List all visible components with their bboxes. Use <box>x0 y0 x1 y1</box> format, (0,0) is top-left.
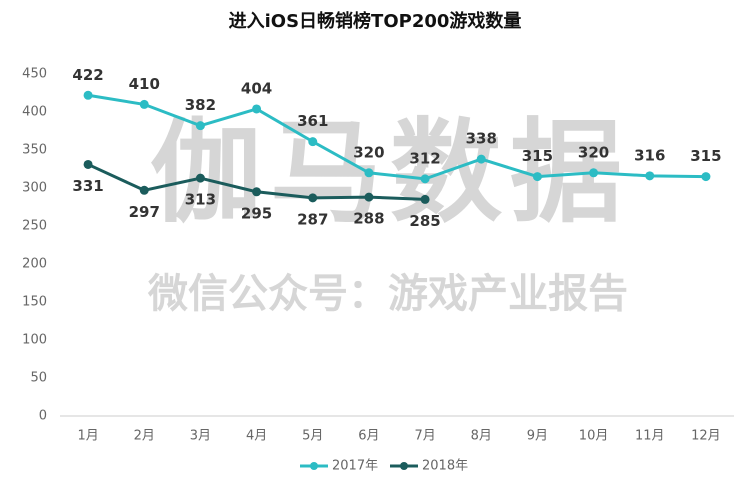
x-tick-label: 1月 <box>77 429 98 444</box>
data-point <box>701 172 711 182</box>
y-tick-label: 400 <box>22 105 47 120</box>
y-tick-label: 250 <box>22 219 47 234</box>
x-tick-label: 6月 <box>358 429 379 444</box>
x-tick-label: 3月 <box>190 429 211 444</box>
y-tick-label: 0 <box>39 409 47 424</box>
data-label: 312 <box>409 149 440 167</box>
legend-label: 2017年 <box>332 459 378 474</box>
data-point <box>420 174 430 184</box>
x-tick-label: 8月 <box>471 429 492 444</box>
data-point <box>83 90 93 100</box>
x-tick-label: 9月 <box>527 429 548 444</box>
data-point <box>420 194 430 204</box>
data-label: 320 <box>578 143 609 161</box>
data-point <box>476 154 486 164</box>
data-point <box>252 104 262 114</box>
data-point <box>589 168 599 178</box>
data-label: 315 <box>690 147 721 165</box>
series-line <box>87 93 706 181</box>
data-point <box>364 192 374 202</box>
data-label: 315 <box>522 147 553 165</box>
data-point <box>195 121 205 131</box>
data-label: 338 <box>466 130 497 148</box>
data-label: 422 <box>72 66 103 84</box>
data-label: 404 <box>241 79 272 97</box>
data-label: 313 <box>185 191 216 209</box>
data-label: 287 <box>297 210 328 228</box>
data-label: 361 <box>297 112 328 130</box>
data-label: 316 <box>634 146 665 164</box>
data-point <box>308 137 318 147</box>
legend-marker <box>310 462 318 470</box>
x-tick-label: 5月 <box>302 429 323 444</box>
data-label: 331 <box>72 177 103 195</box>
x-tick-label: 4月 <box>246 429 267 444</box>
data-point <box>532 172 542 182</box>
legend-marker <box>400 462 408 470</box>
x-tick-label: 12月 <box>691 429 721 444</box>
y-tick-label: 300 <box>22 181 47 196</box>
data-point <box>139 99 149 109</box>
data-label: 320 <box>353 143 384 161</box>
x-tick-label: 7月 <box>414 429 435 444</box>
x-tick-label: 11月 <box>635 429 665 444</box>
data-label: 410 <box>129 75 160 93</box>
data-point <box>364 168 374 178</box>
data-point <box>308 193 318 203</box>
y-tick-label: 450 <box>22 67 47 82</box>
y-tick-label: 50 <box>30 371 47 386</box>
data-point <box>252 187 262 197</box>
y-tick-label: 200 <box>22 257 47 272</box>
data-point <box>195 173 205 183</box>
x-tick-label: 2月 <box>134 429 155 444</box>
data-label: 285 <box>409 212 440 230</box>
y-tick-label: 350 <box>22 143 47 158</box>
watermark: 伽马数据 <box>150 108 630 238</box>
data-point <box>83 159 93 169</box>
x-tick-label: 10月 <box>579 429 609 444</box>
data-label: 297 <box>129 203 160 221</box>
data-point <box>139 185 149 195</box>
legend-label: 2018年 <box>422 459 468 474</box>
watermark: 微信公众号：游戏产业报告 <box>147 271 628 317</box>
data-label: 295 <box>241 204 272 222</box>
data-label: 288 <box>353 210 384 228</box>
y-tick-label: 150 <box>22 295 47 310</box>
chart-title: 进入iOS日畅销榜TOP200游戏数量 <box>229 10 522 32</box>
y-tick-label: 100 <box>22 333 47 348</box>
data-point <box>645 171 655 181</box>
data-label: 382 <box>185 96 216 114</box>
